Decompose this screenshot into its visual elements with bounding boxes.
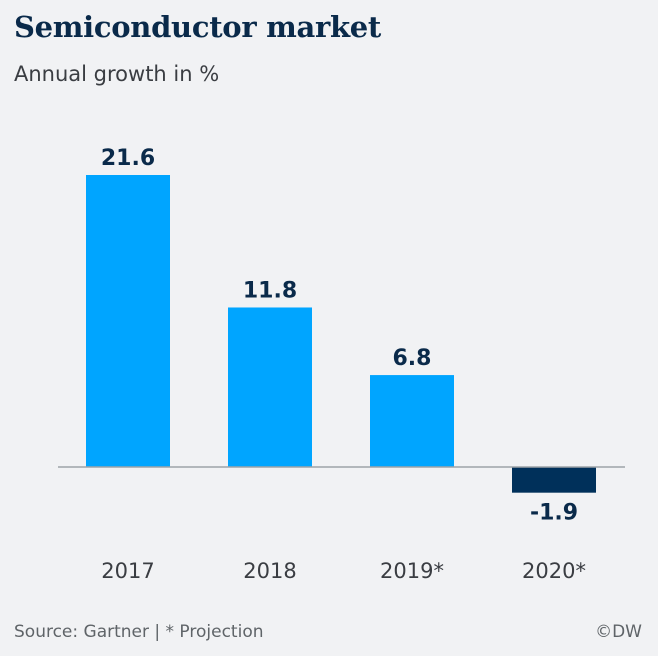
bar-2019 bbox=[370, 375, 454, 467]
value-label: 6.8 bbox=[393, 346, 432, 371]
copyright-credit: ©DW bbox=[595, 622, 642, 642]
chart-subtitle: Annual growth in % bbox=[14, 62, 220, 86]
category-label: 2017 bbox=[101, 559, 154, 583]
category-label: 2020* bbox=[522, 559, 586, 583]
bar-2017 bbox=[86, 175, 170, 467]
category-label: 2018 bbox=[243, 559, 296, 583]
bar-chart: 21.6 2017 11.8 2018 6.8 2019* -1.9 2020* bbox=[58, 146, 625, 583]
value-label: -1.9 bbox=[530, 501, 578, 526]
value-label: 11.8 bbox=[243, 278, 297, 303]
chart-title: Semiconductor market bbox=[14, 10, 382, 44]
value-label: 21.6 bbox=[101, 146, 155, 171]
bar-2020 bbox=[512, 467, 596, 493]
bar-2018 bbox=[228, 307, 312, 467]
source-note: Source: Gartner | * Projection bbox=[14, 622, 264, 642]
footer: Source: Gartner | * Projection ©DW bbox=[14, 622, 642, 642]
category-label: 2019* bbox=[380, 559, 444, 583]
